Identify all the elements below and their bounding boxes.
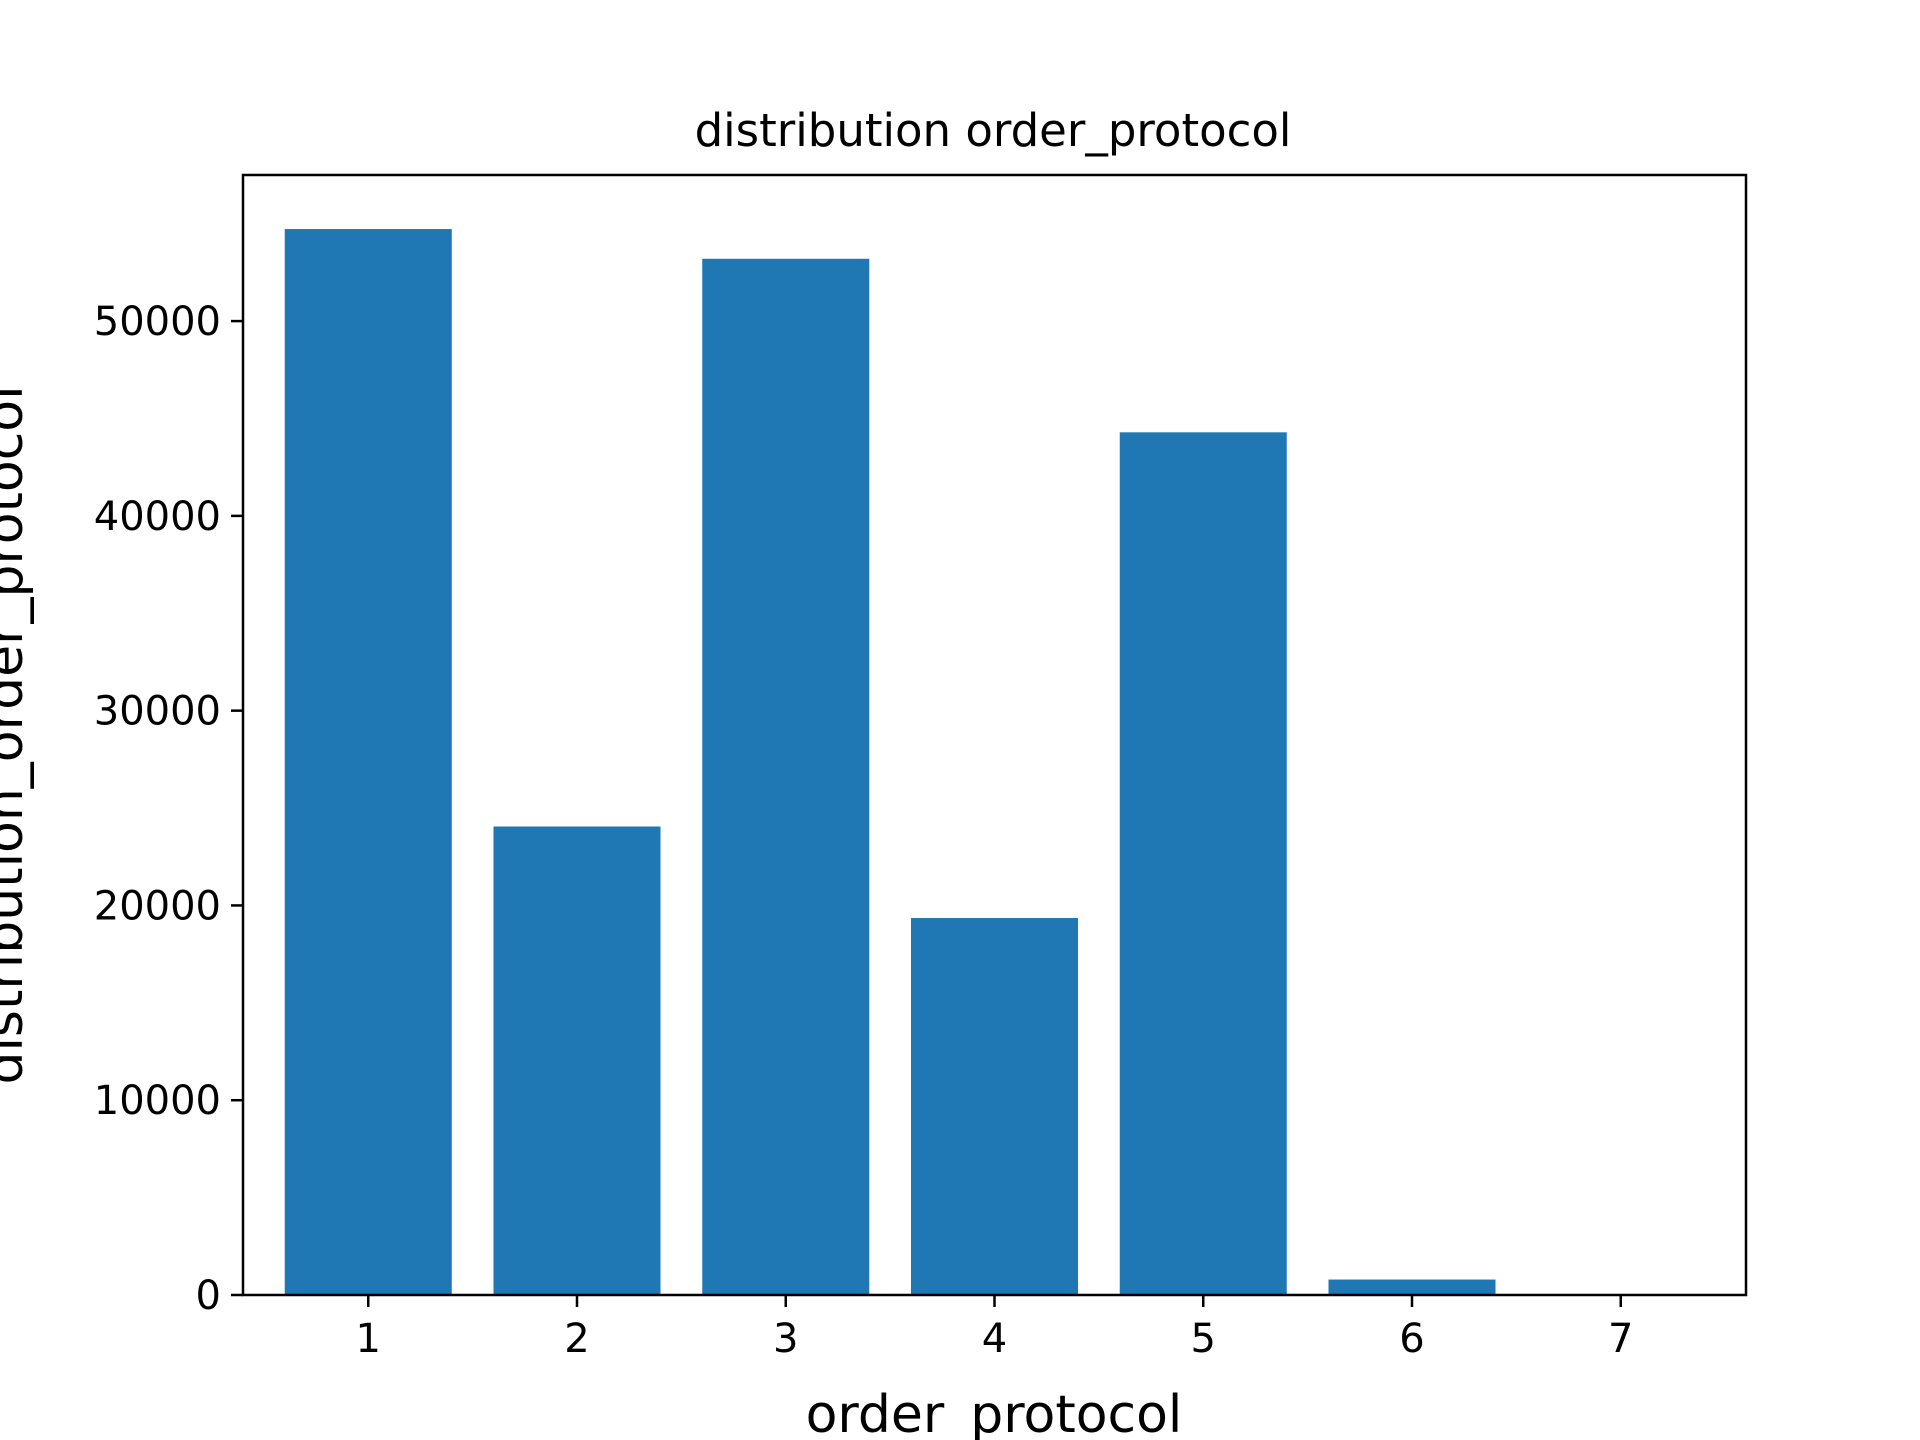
bars-group: [284, 229, 1705, 1296]
y-axis-label: distribution_order_protocol: [0, 385, 35, 1084]
x-tick-label: 2: [564, 1316, 589, 1362]
x-tick-label: 4: [982, 1316, 1007, 1362]
bar-4: [911, 918, 1078, 1295]
plot-area-frame: [241, 173, 1748, 1297]
bar-5: [1119, 432, 1287, 1295]
x-tick-label: 6: [1399, 1316, 1424, 1362]
bar-6: [1328, 1279, 1496, 1295]
y-tick-label: 0: [196, 1273, 221, 1319]
bar-2: [493, 826, 661, 1295]
chart-title: distribution order_protocol: [695, 104, 1292, 157]
x-axis-ticks: 1 2 3 4 5 6 7: [356, 1295, 1633, 1362]
bar-3: [702, 258, 870, 1295]
x-tick-label: 5: [1191, 1316, 1216, 1362]
y-axis-ticks: 0 10000 20000 30000 40000 50000: [94, 299, 243, 1319]
y-tick-label: 10000: [94, 1078, 221, 1124]
y-tick-label: 30000: [94, 689, 221, 735]
y-tick-label: 20000: [94, 883, 221, 929]
bar-1: [284, 229, 452, 1296]
x-tick-label: 7: [1608, 1316, 1633, 1362]
y-tick-label: 40000: [94, 494, 221, 540]
x-tick-label: 1: [356, 1316, 381, 1362]
x-axis-label: order_protocol: [806, 1385, 1183, 1440]
x-tick-label: 3: [773, 1316, 798, 1362]
y-tick-label: 50000: [94, 299, 221, 345]
